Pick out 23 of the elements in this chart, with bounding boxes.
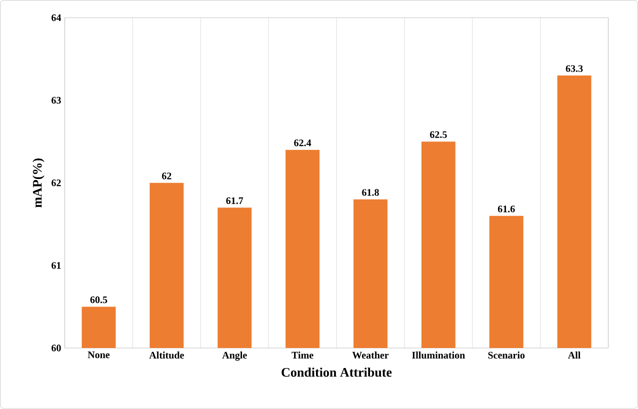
data-label: 61.8 (362, 189, 379, 196)
data-label: 63.3 (566, 65, 583, 72)
y-axis-title: mAP(%) (32, 158, 44, 208)
y-tick-label: 63 (52, 97, 61, 104)
y-tick-label: 64 (52, 14, 62, 22)
x-tick-label: Altitude (149, 352, 184, 359)
x-axis-title: Condition Attribute (282, 368, 392, 377)
data-label: 61.7 (226, 197, 244, 204)
data-label: 62 (162, 172, 172, 180)
x-tick-label: Scenario (488, 352, 525, 359)
x-tick-label: None (88, 352, 110, 358)
x-tick-label: All (568, 352, 581, 359)
x-tick-label: Time (292, 352, 314, 359)
data-label: 62.5 (430, 131, 447, 138)
data-label: 60.5 (90, 296, 108, 304)
y-tick-label: 61 (52, 262, 61, 269)
x-tick-label: Weather (352, 352, 389, 359)
x-tick-label: Illumination (412, 352, 465, 359)
y-tick-label: 62 (52, 180, 61, 186)
y-tick-label: 60 (52, 344, 61, 352)
data-label: 61.6 (498, 206, 515, 212)
x-tick-label: Angle (222, 352, 247, 361)
data-label: 62.4 (294, 140, 312, 146)
